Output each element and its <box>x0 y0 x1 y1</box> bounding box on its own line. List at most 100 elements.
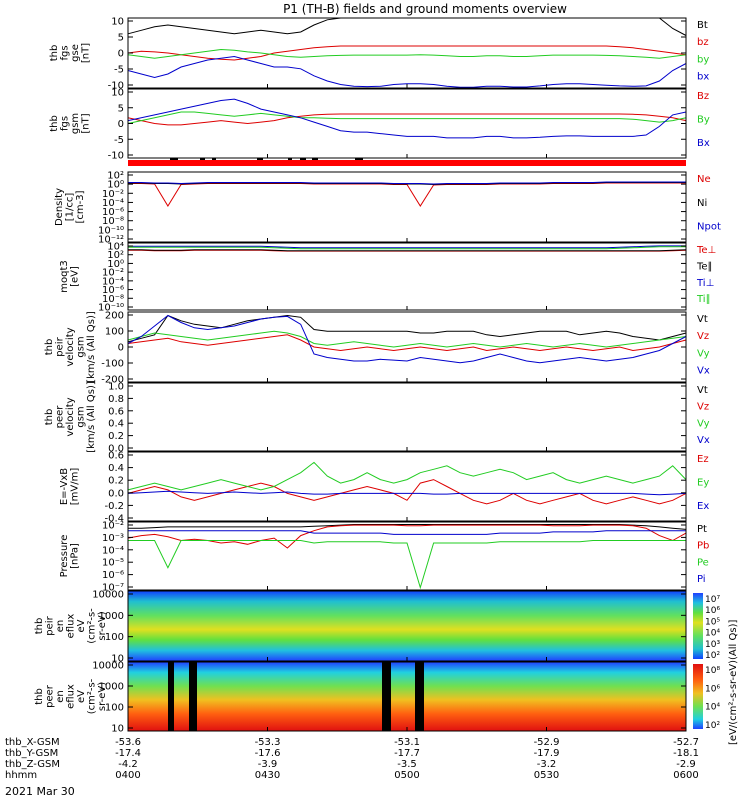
panel-4: Te⊥ Te∥ Ti⊥ Ti∥ 10⁴10²10⁰10⁻²10⁻⁴10⁻⁶10⁻⁸10⁻… <box>59 242 716 314</box>
panel-frame <box>127 521 687 591</box>
y-axis-label: velocity <box>65 327 76 366</box>
legend-entry: Bz <box>697 91 709 102</box>
orbit-value: -18.1 <box>673 748 699 759</box>
y-tick-label: 10⁻³ <box>102 533 124 544</box>
y-axis-label: thb <box>34 688 45 705</box>
y-axis-label: gsm <box>70 113 81 134</box>
legend-entry: Pb <box>697 541 709 552</box>
y-axis-label: thb <box>49 45 60 62</box>
series-line-Pe <box>128 540 686 590</box>
legend-entry: Pi <box>697 574 706 585</box>
panel-2: Bz By Bx 10 5 0 -5 -10 thb fgs gsm [nT] <box>49 88 710 162</box>
y-axis-label: gse <box>70 44 81 62</box>
legend-entry: Te∥ <box>696 261 713 272</box>
legend-entry: Vy <box>697 348 710 359</box>
y-tick-label: 10⁻¹⁰ <box>98 303 124 314</box>
y-axis-label: E=-VxB <box>59 468 70 505</box>
y-tick-label: 10⁻² <box>102 189 124 200</box>
y-axis-label: [mV/m] <box>70 468 81 506</box>
orbit-value: -17.7 <box>394 748 420 759</box>
y-tick-label: 0 <box>118 49 124 60</box>
series-line-Ti⊥ <box>128 245 686 249</box>
y-tick-label: 0.6 <box>108 451 124 462</box>
y-tick-label: 0.4 <box>108 419 124 430</box>
y-axis-label: eflux <box>66 684 77 709</box>
legend-entry: Vt <box>697 385 708 396</box>
legend-entry: Vt <box>697 314 708 325</box>
y-axis-label: en <box>55 690 66 703</box>
orbit-row-label: thb_X-GSM <box>5 737 60 748</box>
legend-entry: by <box>697 54 709 65</box>
orbit-row-label: thb_Y-GSM <box>5 748 58 759</box>
colorbar <box>693 664 703 729</box>
y-axis-label: [eV] <box>70 266 81 287</box>
y-axis-label: sr-eV) <box>97 611 108 640</box>
panel-3: Ne Ni Npot 10²10⁰10⁻²10⁻⁴10⁻⁶10⁻⁸10⁻¹⁰10⁻¹²… <box>54 171 721 246</box>
flag-bar-mark <box>257 158 263 160</box>
orbit-value: -53.1 <box>394 737 420 748</box>
y-tick-label: -5 <box>114 65 124 76</box>
y-axis-label: peer <box>55 405 66 429</box>
colorbar-tick: 10² <box>705 651 720 661</box>
orbit-value: -3.5 <box>397 759 417 770</box>
y-tick-label: 0 <box>118 343 124 354</box>
y-tick-label: 10⁻⁶ <box>102 285 124 296</box>
y-tick-label: 10⁻⁶ <box>102 207 124 218</box>
y-axis-label: fgs <box>60 45 71 60</box>
y-axis-label: sr-eV) <box>97 682 108 711</box>
orbit-value: -3.9 <box>258 759 278 770</box>
series-line-Npot <box>128 181 686 185</box>
colorbar-tick: 10⁷ <box>705 595 720 605</box>
panel-8: Pt Pb Pe Pi 10⁻²10⁻³10⁻⁴ 10⁻⁵10⁻⁶ 10⁻⁷ Pressure… <box>59 521 709 594</box>
figure-title: P1 (TH-B) fields and ground moments over… <box>283 2 567 16</box>
colorbar-tick: 10⁸ <box>705 666 720 676</box>
colorbar-tick: 10³ <box>705 640 720 650</box>
series-line-Vy <box>127 330 687 348</box>
y-tick-label: 10⁻⁸ <box>102 216 124 227</box>
orbit-value: -53.6 <box>115 737 141 748</box>
orbit-table: thb_X-GSM -53.6 -53.3 -53.1 -52.9 -52.7 thb_Y-… <box>5 737 699 781</box>
y-tick-label: 10⁰ <box>107 259 124 270</box>
series-line-Bx <box>127 98 687 139</box>
flag-bar-red <box>128 160 686 166</box>
legend-entry: Ni <box>697 198 707 209</box>
colorbar <box>693 593 703 659</box>
y-tick-label: 10⁻⁴ <box>102 545 124 556</box>
y-tick-label: 10⁻⁷ <box>102 583 124 594</box>
y-axis-label: velocity <box>65 397 76 436</box>
colorbar-tick: 10⁶ <box>705 684 720 694</box>
y-tick-label: 10⁻⁸ <box>102 294 124 305</box>
y-tick-label: 10⁻² <box>102 268 124 279</box>
y-axis-label: peir <box>55 336 66 356</box>
y-axis-label: thb <box>44 339 55 356</box>
series-line-Pt <box>128 524 687 530</box>
y-tick-label: 0 <box>118 119 124 130</box>
y-tick-label: 0.4 <box>108 463 124 474</box>
panel-frame <box>127 242 687 311</box>
series-line-By <box>127 111 687 124</box>
y-tick-label: 100 <box>105 632 124 643</box>
data-gap-bar <box>168 662 174 731</box>
orbit-row-label: hhmm <box>5 770 37 781</box>
legend-entry: Vx <box>697 366 710 377</box>
legend-entry: Ti⊥ <box>696 278 714 289</box>
y-axis-label: [km/s (All Qs)] <box>86 311 97 383</box>
y-tick-label: -10 <box>108 81 124 92</box>
y-tick-label: -5 <box>114 135 124 146</box>
orbit-value: -53.3 <box>255 737 281 748</box>
y-axis-label: eV <box>76 690 87 703</box>
series-line-by <box>127 48 687 59</box>
y-axis-label: peir <box>45 615 56 635</box>
y-tick-label: 10⁻⁶ <box>102 570 124 581</box>
colorbar-tick: 10⁴ <box>705 703 720 713</box>
series-line-Vx <box>127 314 687 364</box>
legend-entry: Pe <box>697 557 709 568</box>
colorbar-tick: 10⁴ <box>705 629 720 639</box>
y-tick-label: 10⁻² <box>102 521 124 532</box>
data-gap-bar <box>189 662 197 731</box>
colorbar-tick: 10⁶ <box>705 606 720 616</box>
legend-entry: bx <box>697 72 709 83</box>
y-tick-label: 1000 <box>99 682 124 693</box>
y-axis-label: eflux <box>66 614 77 639</box>
colorbar-tick: 10⁵ <box>705 617 720 627</box>
